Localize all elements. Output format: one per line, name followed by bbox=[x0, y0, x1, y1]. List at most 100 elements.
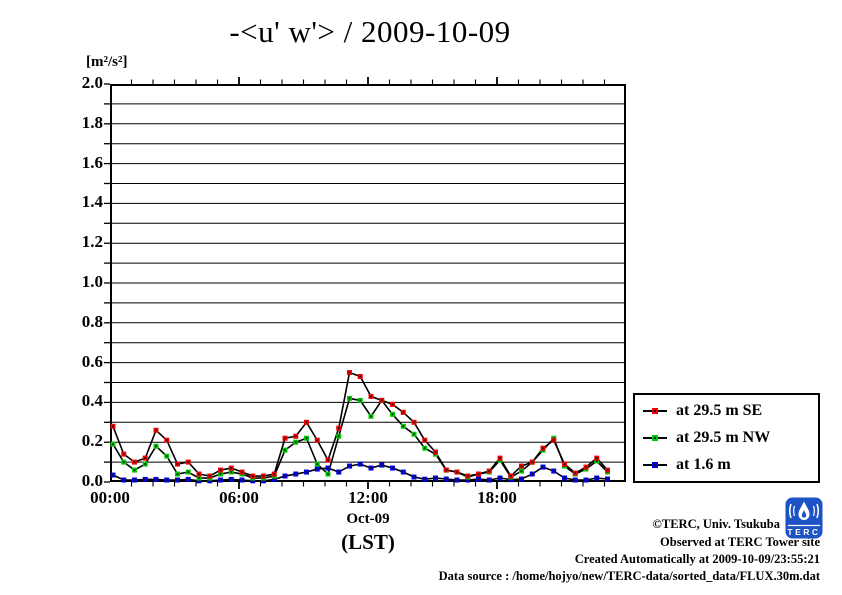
data-point-marker-center bbox=[488, 470, 491, 472]
data-point-marker-center bbox=[445, 469, 448, 471]
data-point-marker-center bbox=[337, 427, 340, 430]
y-tick-label: 1.0 bbox=[81, 272, 103, 291]
footer-created-timestamp: Created Automatically at 2009-10-09/23:5… bbox=[574, 552, 820, 566]
legend-item: at 29.5 m SE bbox=[643, 398, 818, 424]
data-point-marker-center bbox=[230, 478, 233, 481]
data-point-marker-center bbox=[542, 447, 544, 450]
data-point-marker-center bbox=[348, 371, 351, 374]
data-point-marker-center bbox=[294, 435, 297, 438]
data-point-marker-center bbox=[456, 471, 458, 473]
data-point-marker-center bbox=[402, 411, 405, 414]
legend-swatch-center bbox=[654, 409, 656, 412]
data-point-marker-center bbox=[294, 473, 297, 475]
data-point-marker-center bbox=[466, 475, 469, 477]
data-point-marker-center bbox=[230, 467, 233, 469]
legend-marker-icon bbox=[643, 433, 667, 443]
data-point-marker-center bbox=[488, 479, 491, 481]
data-point-marker-center bbox=[434, 477, 437, 479]
data-point-marker-center bbox=[391, 467, 394, 469]
terc-logo: TERC bbox=[785, 497, 823, 539]
data-point-marker-center bbox=[520, 478, 523, 480]
data-point-marker-center bbox=[380, 464, 383, 466]
terc-logo-ripple-left bbox=[788, 503, 792, 519]
data-point-marker-center bbox=[574, 479, 577, 481]
data-point-marker-center bbox=[509, 475, 512, 477]
data-point-marker-center bbox=[187, 478, 190, 481]
legend-label: at 29.5 m NW bbox=[676, 428, 771, 446]
y-tick-label: 1.6 bbox=[81, 152, 103, 172]
legend-label: at 1.6 m bbox=[676, 456, 731, 474]
data-point-marker-center bbox=[155, 478, 157, 481]
x-tick-label: 12:00 bbox=[348, 488, 388, 507]
legend-swatch-center bbox=[654, 464, 656, 467]
data-point-marker-center bbox=[176, 473, 179, 475]
terc-logo-ripple-left2 bbox=[793, 505, 796, 517]
data-point-marker-center bbox=[284, 449, 286, 452]
data-point-marker-center bbox=[520, 470, 523, 472]
data-point-marker-center bbox=[133, 461, 136, 463]
footer-data-source: Data source : /home/hojyo/new/TERC-data/… bbox=[438, 569, 820, 583]
data-point-marker-center bbox=[552, 470, 555, 472]
data-point-marker-center bbox=[176, 463, 179, 465]
x-axis-date-label: Oct-09 bbox=[346, 511, 390, 527]
legend: at 29.5 m SE at 29.5 m NW at 1.6 m bbox=[633, 393, 820, 483]
data-point-marker-center bbox=[241, 471, 243, 473]
terc-logo-ripple-right2 bbox=[812, 505, 815, 517]
data-point-marker-center bbox=[262, 475, 265, 477]
data-point-marker-center bbox=[187, 461, 190, 463]
data-point-marker-center bbox=[477, 478, 480, 480]
data-point-marker-center bbox=[284, 437, 286, 440]
y-tick-label: 0.8 bbox=[81, 311, 103, 331]
data-point-marker-center bbox=[413, 421, 415, 424]
data-point-marker-center bbox=[337, 435, 340, 438]
data-point-marker-center bbox=[198, 477, 200, 479]
data-point-marker-center bbox=[155, 445, 157, 448]
data-point-marker-center bbox=[144, 457, 147, 460]
data-point-marker-center bbox=[499, 477, 501, 479]
data-point-marker-center bbox=[155, 429, 157, 432]
data-point-marker-center bbox=[122, 479, 125, 481]
data-point-marker-center bbox=[348, 465, 351, 467]
data-point-marker-center bbox=[606, 469, 609, 471]
data-point-marker-center bbox=[531, 461, 534, 463]
y-tick-label: 1.8 bbox=[81, 112, 103, 132]
data-point-marker-center bbox=[520, 465, 523, 467]
chart-title: -<u' w'> / 2009-10-09 bbox=[229, 14, 511, 49]
data-point-marker-center bbox=[187, 471, 190, 473]
data-point-marker-center bbox=[595, 457, 598, 460]
data-point-marker-center bbox=[176, 479, 179, 481]
data-point-marker-center bbox=[380, 399, 383, 402]
data-point-marker-center bbox=[585, 479, 587, 481]
data-point-marker-center bbox=[144, 478, 147, 481]
legend-label: at 29.5 m SE bbox=[676, 401, 763, 419]
legend-marker-icon bbox=[643, 406, 667, 416]
data-point-marker-center bbox=[370, 415, 372, 418]
terc-logo-ripple-right bbox=[816, 503, 820, 519]
data-point-marker-center bbox=[552, 439, 555, 442]
data-point-marker-center bbox=[198, 473, 200, 475]
data-point-marker-center bbox=[165, 455, 168, 458]
data-point-marker-center bbox=[165, 439, 168, 442]
data-point-marker-center bbox=[606, 478, 609, 480]
data-point-marker-center bbox=[230, 471, 233, 473]
data-point-marker-center bbox=[144, 463, 147, 465]
data-point-marker-center bbox=[337, 471, 340, 473]
data-point-marker-center bbox=[241, 479, 243, 481]
data-point-marker-center bbox=[316, 439, 319, 442]
data-point-marker-center bbox=[305, 437, 308, 440]
data-point-marker-center bbox=[585, 466, 587, 468]
data-point-marker-center bbox=[112, 425, 114, 428]
y-tick-label: 0.2 bbox=[81, 431, 103, 451]
data-point-marker-center bbox=[563, 477, 566, 479]
data-point-marker-center bbox=[133, 479, 136, 481]
data-point-marker-center bbox=[499, 457, 501, 460]
data-point-marker-center bbox=[251, 479, 254, 482]
data-point-marker-center bbox=[327, 473, 329, 475]
data-point-marker-center bbox=[122, 453, 125, 456]
data-point-marker-center bbox=[595, 460, 598, 463]
data-point-marker-center bbox=[316, 463, 319, 465]
data-point-marker-center bbox=[348, 397, 351, 400]
data-point-marker-center bbox=[574, 472, 577, 474]
data-point-marker-center bbox=[112, 443, 114, 446]
terc-logo-waterdrop-inner bbox=[801, 510, 807, 518]
